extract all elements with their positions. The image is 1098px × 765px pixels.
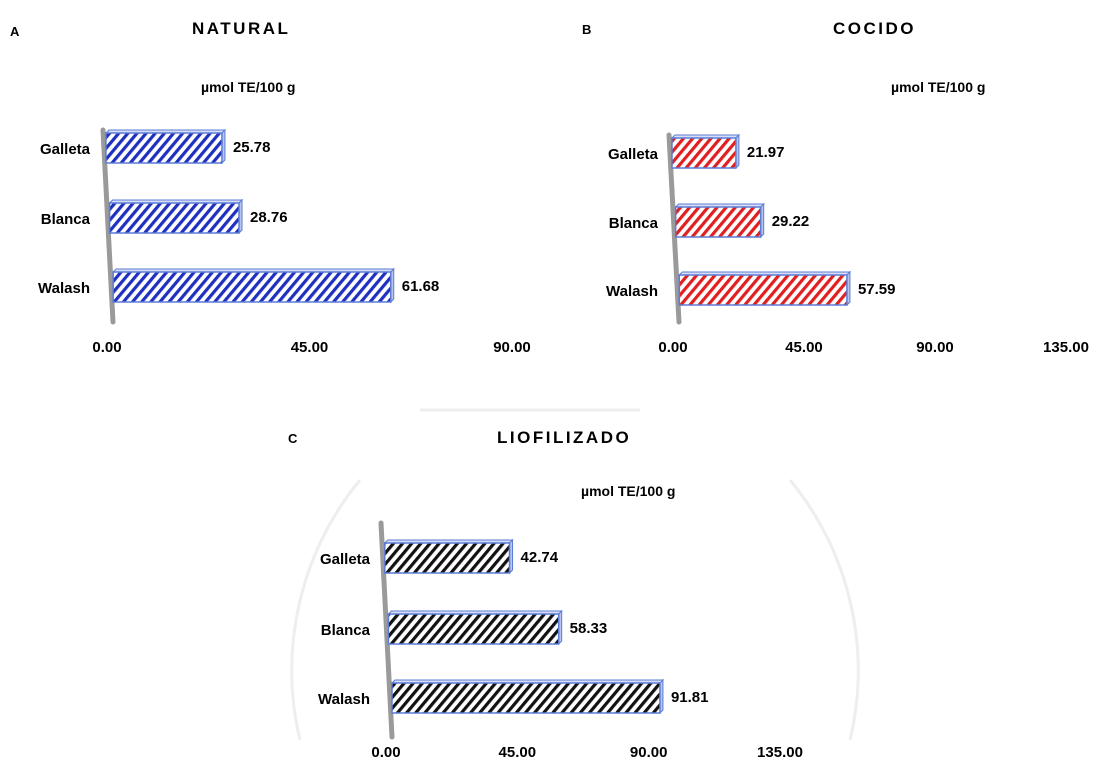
- chart-panel-b: B COCIDO µmol TE/100 g Galleta 21.97 Blanc…: [560, 0, 1098, 370]
- unit-label: µmol TE/100 g: [581, 483, 676, 499]
- x-tick-label: 135.00: [757, 744, 803, 761]
- value-label: 29.22: [772, 213, 810, 230]
- category-label: Blanca: [41, 211, 91, 228]
- y-axis-line: [666, 132, 682, 325]
- value-label: 61.68: [402, 278, 440, 295]
- bar: [387, 613, 560, 645]
- unit-label: µmol TE/100 g: [891, 79, 986, 95]
- x-tick-label: 0.00: [658, 339, 687, 356]
- bar: [384, 542, 511, 574]
- value-label: 57.59: [858, 281, 896, 298]
- bar: [105, 132, 223, 164]
- category-label: Walash: [38, 280, 90, 297]
- value-label: 58.33: [570, 620, 608, 637]
- x-tick-label: 90.00: [916, 339, 954, 356]
- category-label: Galleta: [320, 551, 371, 568]
- x-tick-label: 45.00: [499, 744, 537, 761]
- x-tick-label: 135.00: [1043, 339, 1089, 356]
- value-label: 42.74: [521, 549, 559, 566]
- category-label: Galleta: [40, 141, 91, 158]
- bar: [674, 206, 762, 238]
- bar: [108, 202, 240, 234]
- unit-label: µmol TE/100 g: [201, 79, 296, 95]
- panel-title: LIOFILIZADO: [497, 428, 632, 447]
- value-label: 25.78: [233, 139, 271, 156]
- category-label: Galleta: [608, 146, 659, 163]
- category-label: Walash: [606, 283, 658, 300]
- panel-letter: C: [288, 431, 298, 446]
- bar-chart-svg: Galleta 21.97 Blanca 29.22 Walash 57.59 0.00 45…: [606, 132, 1089, 356]
- x-tick-label: 90.00: [630, 744, 668, 761]
- category-label: Blanca: [321, 622, 371, 639]
- y-axis-line: [378, 520, 395, 740]
- category-label: Walash: [318, 691, 370, 708]
- chart-panel-a: A NATURAL µmol TE/100 g Galleta 25.78 Blan…: [0, 0, 560, 370]
- bar: [391, 682, 661, 714]
- chart-panel-c: C LIOFILIZADO µmol TE/100 g Galleta 42.74…: [0, 400, 1098, 765]
- value-label: 91.81: [671, 689, 709, 706]
- value-label: 28.76: [250, 209, 288, 226]
- x-tick-label: 90.00: [493, 339, 531, 356]
- value-label: 21.97: [747, 144, 785, 161]
- y-axis-line: [100, 127, 116, 325]
- bar: [671, 137, 737, 169]
- panel-letter: B: [582, 22, 592, 37]
- panel-title: COCIDO: [833, 19, 916, 38]
- bar: [112, 271, 392, 303]
- x-tick-label: 0.00: [371, 744, 400, 761]
- panel-letter: A: [10, 24, 20, 39]
- panel-title: NATURAL: [192, 19, 291, 38]
- x-tick-label: 45.00: [785, 339, 823, 356]
- category-label: Blanca: [609, 215, 659, 232]
- bar-chart-svg: Galleta 42.74 Blanca 58.33 Walash 91.81 0.00 45…: [318, 520, 803, 761]
- bar-chart-svg: Galleta 25.78 Blanca 28.76 Walash 61.68 0.00 45…: [38, 127, 531, 356]
- x-tick-label: 45.00: [291, 339, 329, 356]
- x-tick-label: 0.00: [92, 339, 121, 356]
- bar: [678, 274, 848, 306]
